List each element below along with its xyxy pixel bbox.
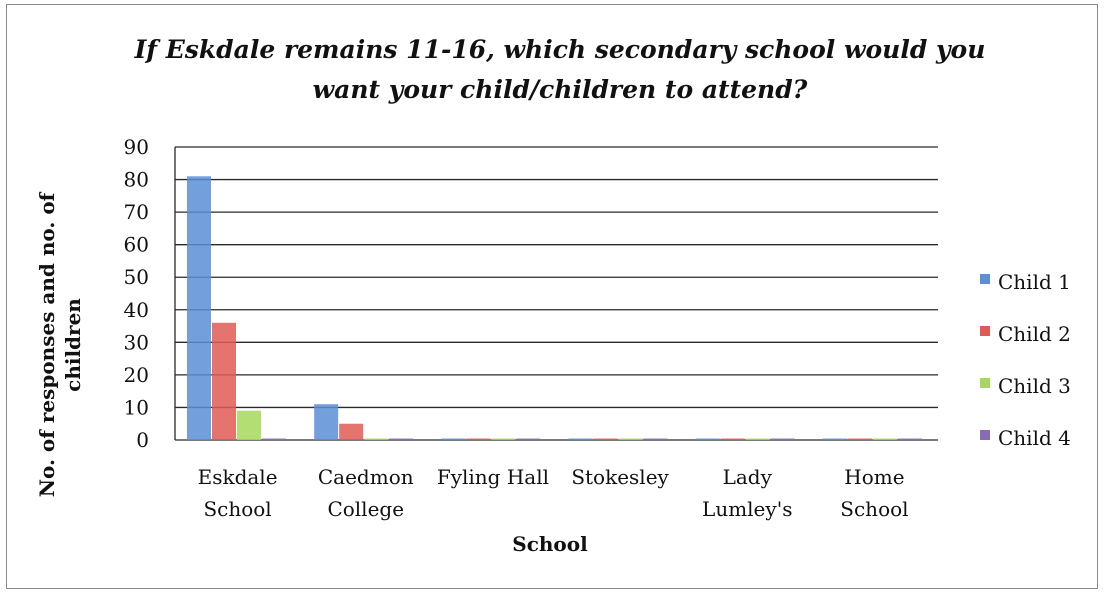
x-axis-label: School bbox=[512, 532, 588, 556]
bar bbox=[389, 438, 414, 440]
x-category-label: College bbox=[327, 497, 404, 521]
legend-swatch bbox=[980, 274, 990, 284]
bar bbox=[822, 438, 847, 440]
bar bbox=[516, 438, 541, 440]
legend-swatch bbox=[980, 326, 990, 336]
legend-swatch bbox=[980, 378, 990, 388]
bar bbox=[695, 438, 720, 440]
bar bbox=[364, 438, 389, 440]
y-tick-label: 20 bbox=[124, 363, 149, 387]
bar bbox=[262, 438, 286, 440]
bar bbox=[745, 438, 770, 440]
bar bbox=[466, 438, 491, 440]
x-category-label: Stokesley bbox=[571, 465, 669, 489]
bar bbox=[643, 438, 668, 440]
x-category-label: Eskdale bbox=[198, 465, 278, 489]
bar bbox=[187, 176, 211, 441]
y-tick-label: 10 bbox=[124, 395, 149, 419]
y-tick-label: 40 bbox=[124, 298, 149, 322]
bar bbox=[212, 322, 236, 440]
bar bbox=[847, 438, 872, 440]
bar bbox=[897, 438, 922, 440]
legend-label: Child 2 bbox=[998, 322, 1071, 346]
bar bbox=[593, 438, 618, 440]
bar bbox=[872, 438, 897, 440]
y-tick-label: 60 bbox=[124, 233, 149, 257]
legend-swatch bbox=[980, 430, 990, 440]
legend-label: Child 3 bbox=[998, 374, 1071, 398]
legend-label: Child 4 bbox=[998, 426, 1071, 450]
x-category-label: Lady bbox=[723, 465, 773, 489]
x-category-label: Home bbox=[844, 465, 904, 489]
y-tick-label: 70 bbox=[124, 200, 149, 224]
bar bbox=[339, 423, 364, 440]
bar bbox=[720, 438, 745, 440]
y-tick-label: 0 bbox=[136, 428, 149, 452]
legend-label: Child 1 bbox=[998, 270, 1071, 294]
bar bbox=[618, 438, 643, 440]
x-category-label: School bbox=[203, 497, 271, 521]
y-tick-label: 80 bbox=[124, 168, 149, 192]
bar bbox=[237, 410, 261, 440]
x-category-label: Caedmon bbox=[318, 465, 414, 489]
chart-title: If Eskdale remains 11-16, which secondar… bbox=[134, 35, 986, 104]
x-category-label: Fyling Hall bbox=[437, 465, 549, 489]
bar bbox=[770, 438, 795, 440]
bar bbox=[441, 438, 466, 440]
x-category-label: School bbox=[840, 497, 908, 521]
x-category-label: Lumley's bbox=[702, 497, 792, 521]
bar bbox=[568, 438, 593, 440]
bar bbox=[491, 438, 516, 440]
y-tick-label: 90 bbox=[124, 135, 149, 159]
bar bbox=[314, 404, 339, 440]
y-tick-label: 30 bbox=[124, 330, 149, 354]
y-tick-label: 50 bbox=[124, 265, 149, 289]
